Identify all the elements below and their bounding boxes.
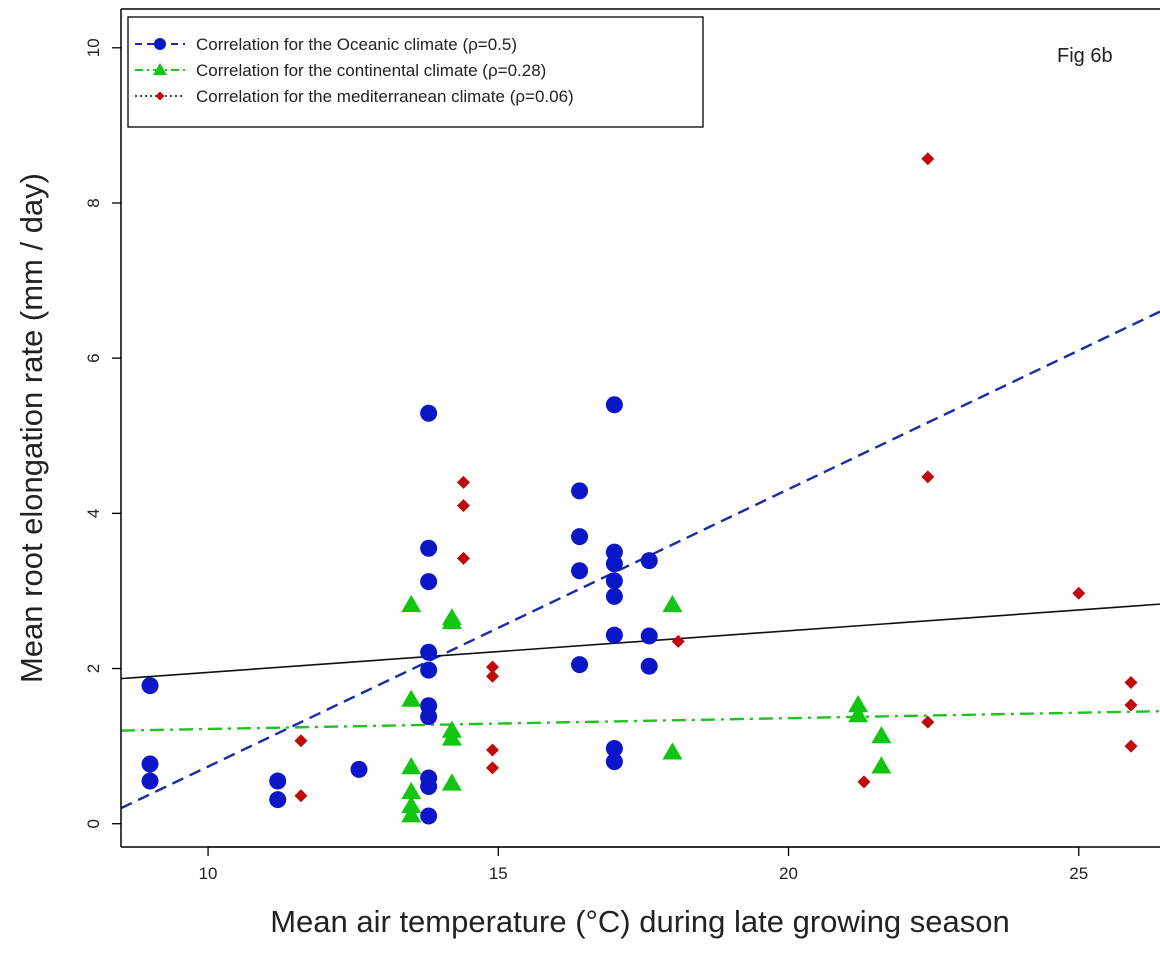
data-point-diamond: [671, 634, 685, 648]
fit-line: [120, 710, 1160, 732]
data-point-triangle: [441, 773, 462, 791]
data-point-circle: [571, 562, 589, 580]
data-point-circle: [141, 755, 159, 773]
y-tick-label: 0: [84, 819, 103, 828]
data-point-diamond: [1124, 739, 1138, 753]
data-point-circle: [605, 543, 623, 561]
data-point-triangle: [401, 805, 422, 823]
fit-line: [120, 603, 1160, 680]
y-axis-label: Mean root elongation rate (mm / day): [14, 173, 49, 683]
data-point-triangle: [401, 795, 422, 814]
data-point-diamond: [1072, 586, 1086, 600]
data-point-triangle: [401, 594, 422, 613]
data-point-diamond: [294, 734, 308, 748]
data-point-circle: [269, 791, 287, 809]
legend: Correlation for the Oceanic climate (ρ=0…: [127, 16, 704, 128]
data-point-diamond: [456, 499, 470, 513]
data-point-circle: [420, 708, 438, 726]
data-point-triangle: [401, 781, 422, 800]
legend-entry: Correlation for the mediterranean climat…: [196, 87, 574, 106]
y-tick-label: 2: [84, 664, 103, 673]
data-point-circle: [571, 482, 589, 500]
data-point-triangle: [848, 695, 869, 713]
fit-line: [120, 310, 1160, 810]
data-point-diamond: [485, 660, 499, 674]
data-point-diamond: [456, 551, 470, 565]
x-tick-label: 10: [199, 864, 218, 883]
data-point-triangle: [662, 594, 683, 613]
data-point-circle: [420, 539, 438, 557]
data-point-circle: [605, 572, 623, 590]
x-axis: 10 15 20 25: [199, 846, 1088, 883]
data-point-circle: [350, 760, 368, 778]
data-point-circle: [571, 656, 589, 674]
x-tick-label: 25: [1069, 864, 1088, 883]
legend-marker-circle: [154, 38, 166, 50]
data-point-circle: [141, 677, 159, 695]
legend-box: [127, 16, 704, 128]
data-point-triangle: [848, 705, 869, 723]
x-axis-label: Mean air temperature (°C) during late gr…: [270, 904, 1010, 939]
data-point-diamond: [1124, 698, 1138, 712]
y-tick-label: 10: [84, 38, 103, 57]
data-point-diamond: [921, 152, 935, 166]
data-point-triangle: [401, 689, 422, 707]
data-point-circle: [420, 777, 438, 795]
x-tick-label: 15: [489, 864, 508, 883]
data-point-diamond: [456, 475, 470, 489]
x-tick-label: 20: [779, 864, 798, 883]
y-tick-label: 6: [84, 353, 103, 362]
data-point-diamond: [485, 761, 499, 775]
data-point-circle: [605, 739, 623, 757]
data-point-triangle: [662, 742, 683, 760]
data-point-circle: [420, 404, 438, 422]
data-point-circle: [605, 587, 623, 605]
data-point-diamond: [485, 743, 499, 757]
data-point-circle: [571, 528, 589, 546]
data-points: [141, 26, 1138, 825]
regression-lines: [120, 310, 1160, 810]
data-point-circle: [640, 552, 658, 570]
legend-marker-triangle: [153, 63, 167, 76]
data-point-diamond: [921, 715, 935, 729]
legend-entry: Correlation for the Oceanic climate (ρ=0…: [196, 35, 517, 54]
data-point-circle: [640, 627, 658, 645]
data-point-triangle: [441, 611, 462, 630]
y-axis: 0 2 4 6 8 10: [84, 38, 121, 828]
data-point-circle: [420, 807, 438, 825]
data-point-triangle: [401, 757, 422, 775]
data-point-triangle: [871, 756, 892, 774]
data-point-diamond: [294, 789, 308, 803]
fig-label: Fig 6b: [1057, 45, 1113, 67]
legend-entry: Correlation for the continental climate …: [196, 61, 546, 80]
y-tick-label: 4: [84, 509, 103, 518]
y-tick-label: 8: [84, 198, 103, 207]
data-point-circle: [640, 657, 658, 675]
data-point-circle: [420, 643, 438, 661]
data-point-circle: [605, 555, 623, 573]
data-point-circle: [420, 661, 438, 679]
data-point-diamond: [857, 775, 871, 789]
data-point-circle: [605, 396, 623, 414]
data-point-circle: [605, 753, 623, 771]
legend-marker-diamond: [155, 91, 165, 101]
data-point-diamond: [1124, 676, 1138, 690]
data-point-triangle: [441, 728, 462, 746]
data-point-circle: [141, 772, 159, 790]
data-point-triangle: [871, 726, 892, 744]
data-point-circle: [605, 626, 623, 644]
data-point-circle: [420, 573, 438, 591]
data-point-diamond: [921, 470, 935, 484]
data-point-circle: [269, 772, 287, 790]
data-point-diamond: [485, 669, 499, 683]
